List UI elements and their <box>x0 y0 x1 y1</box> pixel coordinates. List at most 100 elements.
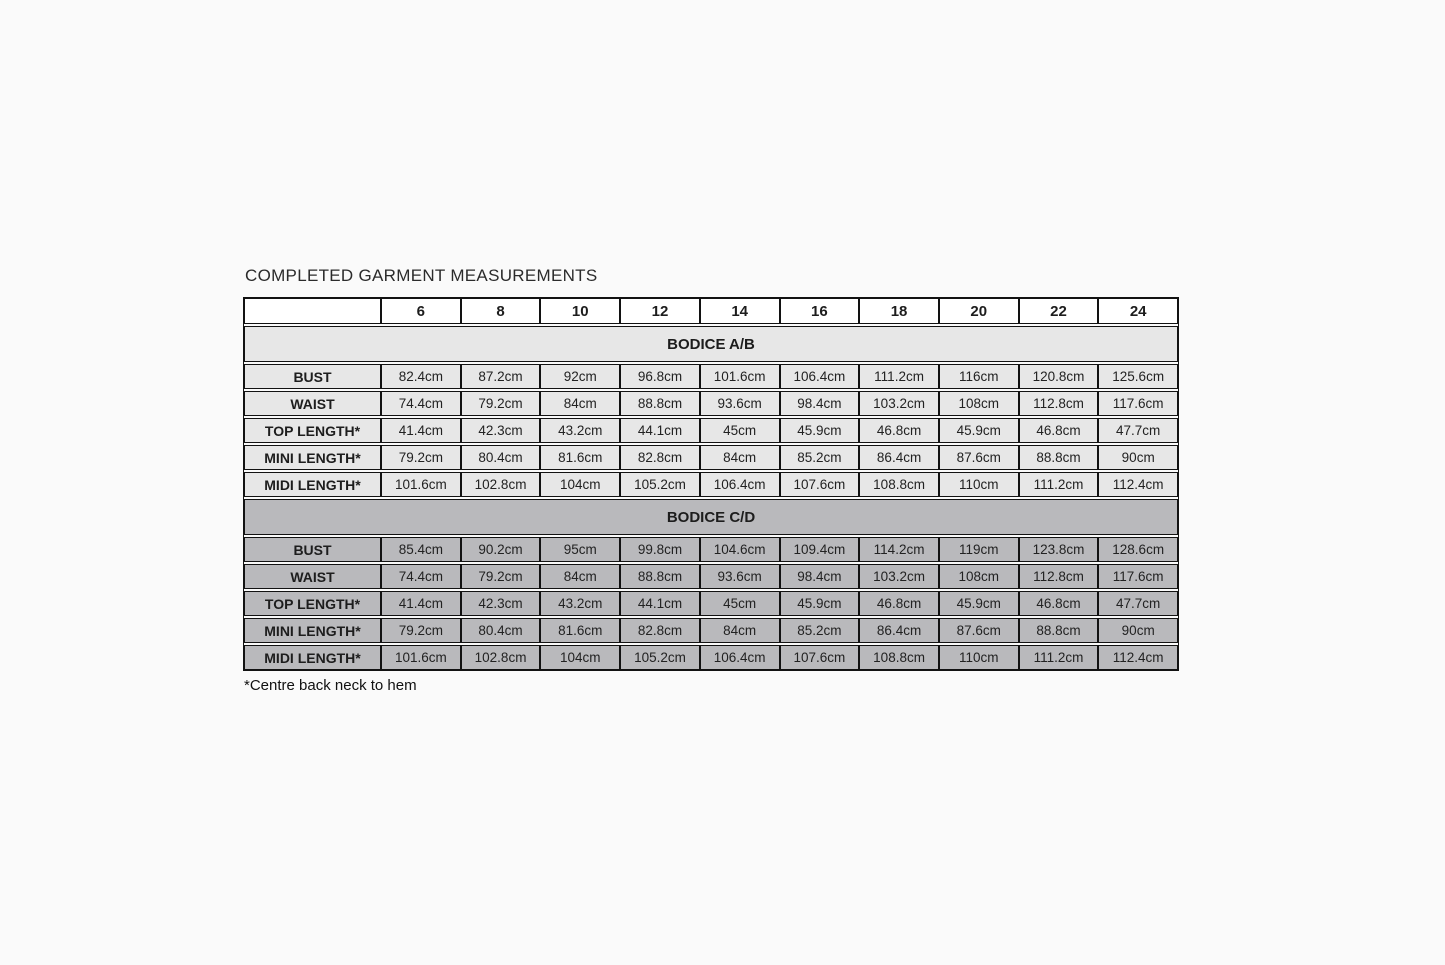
table-row: MIDI LENGTH* 101.6cm 102.8cm 104cm 105.2cm 10… <box>244 472 1179 497</box>
section-header: BODICE A/B <box>244 326 1178 362</box>
value-cell: 74.4cm <box>381 564 461 589</box>
value-cell: 102.8cm <box>460 645 541 670</box>
value-cell: 112.4cm <box>1098 472 1179 497</box>
value-cell: 88.8cm <box>1018 618 1099 643</box>
corner-cell <box>244 298 381 324</box>
value-cell: 108.8cm <box>859 472 939 497</box>
value-cell: 45.9cm <box>938 418 1019 443</box>
value-cell: 116cm <box>938 364 1019 389</box>
value-cell: 107.6cm <box>779 645 860 670</box>
value-cell: 88.8cm <box>1018 445 1099 470</box>
value-cell: 125.6cm <box>1098 364 1179 389</box>
value-cell: 102.8cm <box>460 472 541 497</box>
value-cell: 41.4cm <box>381 418 461 443</box>
value-cell: 90.2cm <box>460 537 541 562</box>
value-cell: 87.6cm <box>938 618 1019 643</box>
value-cell: 93.6cm <box>699 564 780 589</box>
value-cell: 108cm <box>938 391 1019 416</box>
value-cell: 105.2cm <box>620 472 700 497</box>
value-cell: 107.6cm <box>779 472 860 497</box>
value-cell: 79.2cm <box>381 445 461 470</box>
value-cell: 104.6cm <box>699 537 780 562</box>
value-cell: 111.2cm <box>1018 645 1099 670</box>
value-cell: 96.8cm <box>620 364 700 389</box>
value-cell: 98.4cm <box>779 564 860 589</box>
value-cell: 104cm <box>540 472 621 497</box>
value-cell: 111.2cm <box>1018 472 1099 497</box>
table-row: BUST 85.4cm 90.2cm 95cm 99.8cm 104.6cm 109.4cm… <box>244 537 1179 562</box>
value-cell: 85.2cm <box>779 618 860 643</box>
row-label: TOP LENGTH* <box>244 418 381 443</box>
row-label: WAIST <box>244 391 381 416</box>
value-cell: 45cm <box>699 591 780 616</box>
size-header-cell: 22 <box>1018 298 1099 324</box>
value-cell: 47.7cm <box>1098 591 1179 616</box>
value-cell: 42.3cm <box>460 591 541 616</box>
value-cell: 79.2cm <box>460 564 541 589</box>
value-cell: 88.8cm <box>620 564 700 589</box>
value-cell: 84cm <box>540 391 621 416</box>
value-cell: 46.8cm <box>859 418 939 443</box>
value-cell: 42.3cm <box>460 418 541 443</box>
value-cell: 103.2cm <box>859 391 939 416</box>
row-label: BUST <box>244 537 381 562</box>
size-header-row: 6 8 10 12 14 16 18 20 22 24 <box>244 298 1179 324</box>
value-cell: 46.8cm <box>1018 591 1099 616</box>
value-cell: 104cm <box>540 645 621 670</box>
value-cell: 45.9cm <box>779 591 860 616</box>
value-cell: 46.8cm <box>859 591 939 616</box>
value-cell: 43.2cm <box>540 418 621 443</box>
value-cell: 45.9cm <box>779 418 860 443</box>
value-cell: 110cm <box>938 472 1019 497</box>
size-header-cell: 24 <box>1098 298 1179 324</box>
value-cell: 85.2cm <box>779 445 860 470</box>
row-label: MIDI LENGTH* <box>244 645 381 670</box>
size-header-cell: 12 <box>620 298 700 324</box>
value-cell: 101.6cm <box>381 472 461 497</box>
row-label: TOP LENGTH* <box>244 591 381 616</box>
value-cell: 87.2cm <box>460 364 541 389</box>
footnote: *Centre back neck to hem <box>244 677 417 694</box>
section-header: BODICE C/D <box>244 499 1178 535</box>
value-cell: 105.2cm <box>620 645 700 670</box>
page-title: COMPLETED GARMENT MEASUREMENTS <box>245 266 598 285</box>
value-cell: 106.4cm <box>779 364 860 389</box>
value-cell: 101.6cm <box>381 645 461 670</box>
value-cell: 80.4cm <box>460 618 541 643</box>
value-cell: 84cm <box>540 564 621 589</box>
table-row: MIDI LENGTH* 101.6cm 102.8cm 104cm 105.2cm 10… <box>244 645 1179 670</box>
value-cell: 112.4cm <box>1098 645 1179 670</box>
value-cell: 47.7cm <box>1098 418 1179 443</box>
value-cell: 82.8cm <box>620 445 700 470</box>
table-row: TOP LENGTH* 41.4cm 42.3cm 43.2cm 44.1cm 45cm 4… <box>244 591 1179 616</box>
value-cell: 82.4cm <box>381 364 461 389</box>
value-cell: 90cm <box>1098 445 1179 470</box>
row-label: MINI LENGTH* <box>244 445 381 470</box>
value-cell: 128.6cm <box>1098 537 1179 562</box>
value-cell: 84cm <box>699 445 780 470</box>
value-cell: 103.2cm <box>859 564 939 589</box>
value-cell: 92cm <box>540 364 621 389</box>
row-label: BUST <box>244 364 381 389</box>
value-cell: 117.6cm <box>1098 564 1179 589</box>
value-cell: 43.2cm <box>540 591 621 616</box>
value-cell: 46.8cm <box>1018 418 1099 443</box>
value-cell: 80.4cm <box>460 445 541 470</box>
value-cell: 108cm <box>938 564 1019 589</box>
value-cell: 86.4cm <box>859 618 939 643</box>
value-cell: 120.8cm <box>1018 364 1099 389</box>
measurement-sheet: COMPLETED GARMENT MEASUREMENTS 6 8 10 12 14 1… <box>243 266 1179 694</box>
value-cell: 98.4cm <box>779 391 860 416</box>
value-cell: 108.8cm <box>859 645 939 670</box>
size-header-cell: 20 <box>938 298 1019 324</box>
size-header-cell: 18 <box>859 298 939 324</box>
value-cell: 85.4cm <box>381 537 461 562</box>
value-cell: 95cm <box>540 537 621 562</box>
value-cell: 109.4cm <box>779 537 860 562</box>
value-cell: 45.9cm <box>938 591 1019 616</box>
value-cell: 111.2cm <box>859 364 939 389</box>
value-cell: 74.4cm <box>381 391 461 416</box>
value-cell: 84cm <box>699 618 780 643</box>
value-cell: 79.2cm <box>460 391 541 416</box>
